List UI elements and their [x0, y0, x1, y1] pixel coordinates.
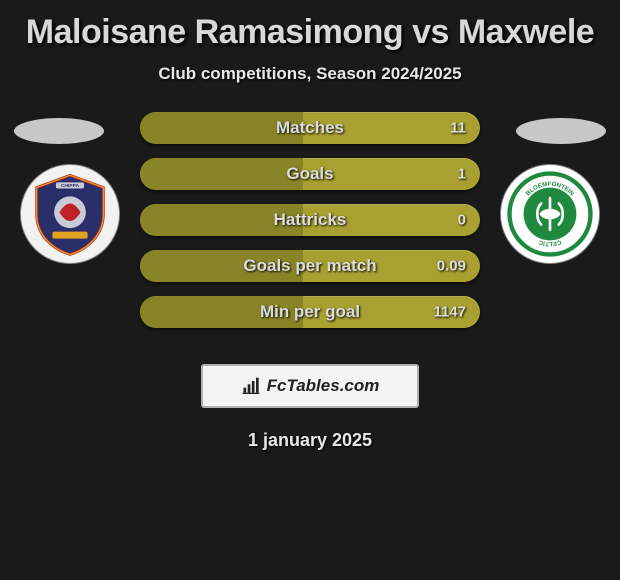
- stat-value: 11: [450, 120, 466, 137]
- player-avatar-left: [14, 118, 104, 144]
- stat-fill: [140, 158, 303, 190]
- stat-row: Goals per match 0.09: [140, 250, 480, 282]
- stat-row: Goals 1: [140, 158, 480, 190]
- svg-text:CHIPPA: CHIPPA: [61, 183, 79, 189]
- player-avatar-right: [516, 118, 606, 144]
- stat-bars: Matches 11 Goals 1 Hattricks 0 Goals per match…: [140, 112, 480, 342]
- stat-row: Hattricks 0: [140, 204, 480, 236]
- stat-value: 1147: [433, 304, 466, 321]
- page-title: Maloisane Ramasimong vs Maxwele: [0, 13, 620, 52]
- stat-value: 1: [458, 166, 466, 183]
- stat-label: Goals: [286, 164, 333, 184]
- comparison-card: Maloisane Ramasimong vs Maxwele Club com…: [0, 0, 620, 451]
- comparison-body: CHIPPA BLOEMFONTEIN CELTIC Matches 11 Goal…: [0, 112, 620, 352]
- stat-value: 0.09: [437, 258, 466, 275]
- brand-box[interactable]: FcTables.com: [201, 364, 419, 408]
- stat-row: Min per goal 1147: [140, 296, 480, 328]
- brand-label: FcTables.com: [267, 376, 380, 396]
- stat-row: Matches 11: [140, 112, 480, 144]
- stat-label: Min per goal: [260, 302, 360, 322]
- team-badge-left: CHIPPA: [20, 164, 120, 264]
- stat-label: Goals per match: [243, 256, 376, 276]
- team-badge-right: BLOEMFONTEIN CELTIC: [500, 164, 600, 264]
- stat-value: 0: [458, 212, 466, 229]
- shield-icon: CHIPPA: [26, 170, 114, 258]
- page-subtitle: Club competitions, Season 2024/2025: [0, 64, 620, 84]
- stat-label: Matches: [276, 118, 344, 138]
- stat-label: Hattricks: [274, 210, 347, 230]
- shield-icon: BLOEMFONTEIN CELTIC: [506, 170, 594, 258]
- bar-chart-icon: [241, 376, 261, 396]
- date-label: 1 january 2025: [0, 430, 620, 451]
